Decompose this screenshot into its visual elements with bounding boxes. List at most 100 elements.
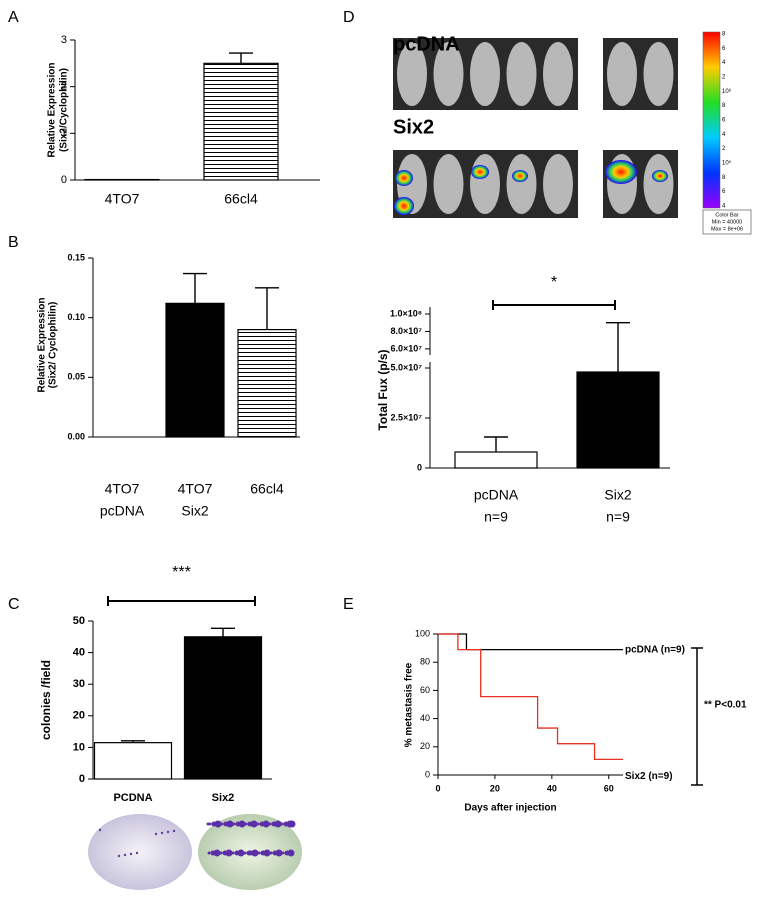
mouse <box>470 154 500 214</box>
bar <box>576 371 660 469</box>
image-label: Six2 <box>393 116 434 138</box>
significance-label: *** <box>172 564 191 581</box>
colony <box>223 821 229 827</box>
color-bar-tick: 4 <box>722 204 726 210</box>
significance-bracket <box>492 300 616 310</box>
significance-bracket <box>691 647 703 786</box>
colony <box>287 849 295 857</box>
y-tick-label: 0 <box>425 769 430 779</box>
bar <box>454 451 538 469</box>
colony <box>237 849 245 857</box>
colony <box>234 850 240 856</box>
x-tick-label: Six2 <box>604 487 631 503</box>
x-tick-label: PCDNA <box>113 792 152 804</box>
x-tick-label: 20 <box>490 783 500 793</box>
y-axis-label: colonies /field <box>39 660 53 740</box>
colony <box>238 820 246 828</box>
y-tick-label: 0.05 <box>67 372 85 382</box>
x-tick-label: pcDNA <box>474 487 519 503</box>
y-tick-label: 1.0×10⁸ <box>390 308 422 318</box>
y-tick-label: 10 <box>73 741 85 753</box>
colony <box>248 850 254 856</box>
mouse <box>643 42 674 106</box>
color-bar-tick: 6 <box>722 118 726 124</box>
x-tick-label: 4TO7 <box>105 191 140 207</box>
bar <box>183 636 263 780</box>
error-bar <box>229 52 253 64</box>
image-label: pcDNA <box>393 33 460 55</box>
color-bar <box>702 31 721 209</box>
x-tick-label: Six2 <box>181 503 208 519</box>
x-tick-label: 4TO7 <box>105 481 140 497</box>
bar <box>237 329 297 438</box>
x-tick-label: n=9 <box>606 509 630 525</box>
significance-label: ** P<0.01 <box>704 700 747 711</box>
signal-blob <box>395 170 413 186</box>
colony <box>225 849 233 857</box>
x-tick-label: 60 <box>604 783 614 793</box>
color-bar-text: Color Bar <box>715 212 738 218</box>
colony <box>247 821 253 827</box>
y-tick-label: 8.0×10⁷ <box>391 326 423 336</box>
y-tick-label: 20 <box>73 710 85 722</box>
error-bar <box>183 272 207 304</box>
colony <box>210 850 216 856</box>
x-tick-label: 0 <box>435 783 440 793</box>
y-tick-label: 0.00 <box>67 431 85 441</box>
colony-dish <box>88 814 192 890</box>
y-axis-label: Relative Expression <box>37 297 48 392</box>
color-bar-text: Max = 8e+06 <box>711 226 743 232</box>
colony <box>283 821 289 827</box>
y-tick-label: 5.0×10⁷ <box>391 362 423 372</box>
x-tick-label: Six2 <box>212 792 235 804</box>
x-tick-label: pcDNA <box>100 503 145 519</box>
y-tick-label: 6.0×10⁷ <box>391 343 423 353</box>
mouse <box>643 154 674 214</box>
mouse <box>543 42 573 106</box>
colony <box>222 850 228 856</box>
y-tick-label: 0 <box>417 462 422 472</box>
colony <box>98 828 102 832</box>
significance-bracket <box>107 596 256 606</box>
y-tick-label: 1 <box>61 127 67 139</box>
y-tick-label: 50 <box>73 615 85 627</box>
colony <box>226 820 234 828</box>
mouse <box>433 42 464 106</box>
colony <box>259 821 265 827</box>
color-bar-tick: 2 <box>722 146 726 152</box>
error-bar <box>484 436 508 452</box>
colony <box>271 821 277 827</box>
y-tick-label: 100 <box>415 628 430 638</box>
signal-blob <box>394 197 414 215</box>
colony <box>275 849 283 857</box>
color-bar-tick: 2 <box>722 75 726 81</box>
legend-label: pcDNA (n=9) <box>625 644 685 655</box>
error-bar <box>255 287 279 330</box>
y-tick-label: 80 <box>420 657 430 667</box>
color-bar-tick: 6 <box>722 46 726 52</box>
mouse <box>506 42 537 106</box>
color-bar-tick: 10⁶ <box>722 88 732 95</box>
panel-letter: D <box>343 9 355 26</box>
colony <box>166 830 170 834</box>
x-tick-label: n=9 <box>484 509 508 525</box>
survival-line <box>438 633 623 760</box>
color-bar-tick: 8 <box>722 32 726 38</box>
colony <box>250 820 258 828</box>
y-tick-label: 2 <box>61 81 67 93</box>
x-axis-label: Days after injection <box>464 803 556 814</box>
y-tick-label: 20 <box>420 741 430 751</box>
signal-blob <box>471 165 489 179</box>
colony <box>262 820 270 828</box>
y-tick-label: 0 <box>79 773 85 785</box>
colony <box>260 850 266 856</box>
legend-label: Six2 (n=9) <box>625 771 673 782</box>
mouse-images <box>393 38 678 218</box>
y-axis-label: % metastasis free <box>404 662 415 747</box>
significance-label: * <box>551 274 557 291</box>
mouse <box>470 42 500 106</box>
colony <box>213 849 221 857</box>
colony <box>117 854 121 858</box>
y-axis-label: (Six2/Cyclophilin) <box>59 68 70 152</box>
error-bar <box>211 627 235 637</box>
